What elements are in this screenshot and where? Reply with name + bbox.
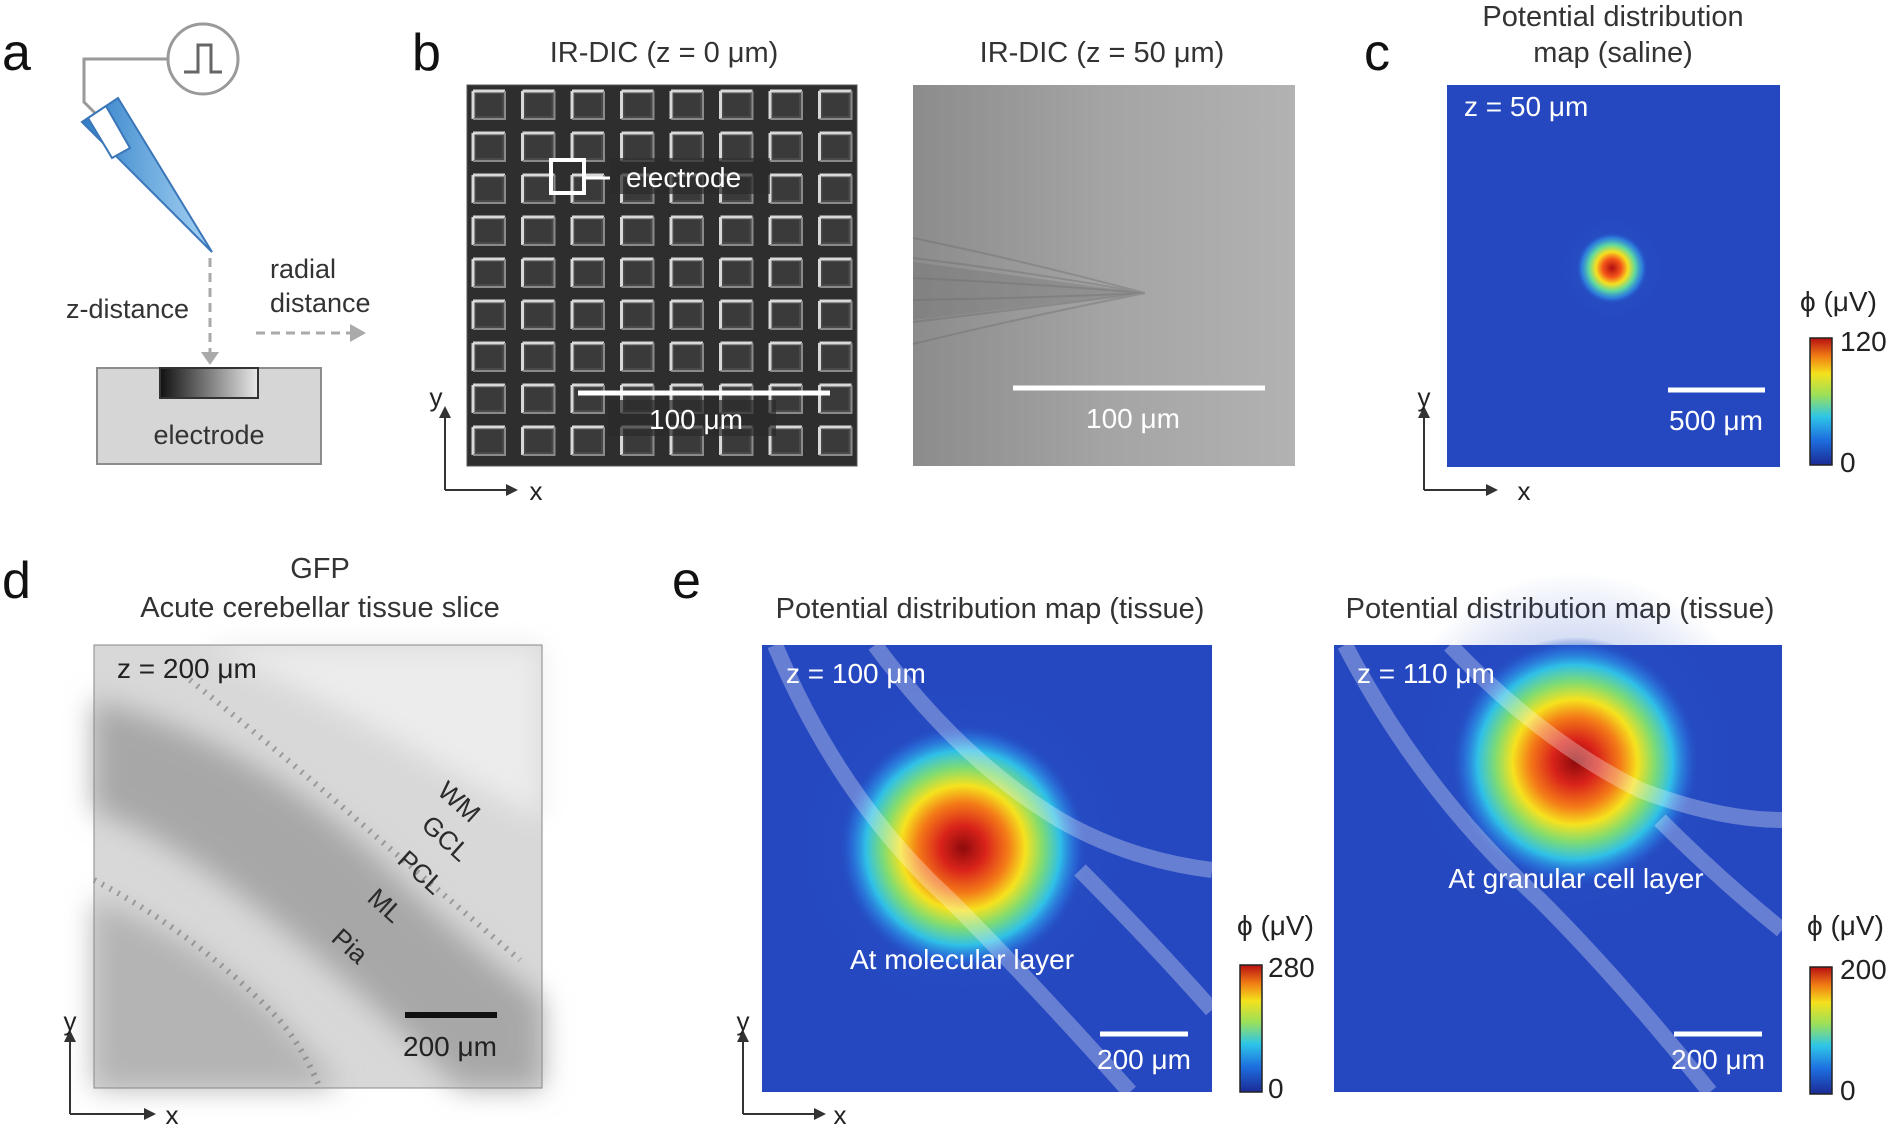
axes-c: y x <box>1418 382 1531 506</box>
panel-e-right-z-label: z = 110 μm <box>1357 658 1495 689</box>
panel-d-letter: d <box>2 552 31 610</box>
panel-e-left-title: Potential distribution map (tissue) <box>776 593 1205 625</box>
gfp-tissue-image <box>92 644 543 1090</box>
colorbar-e-right: ϕ (μV) 200 0 <box>1807 910 1887 1106</box>
panel-b-right-title: IR-DIC (z = 50 μm) <box>980 37 1225 69</box>
colorbar-e-left: ϕ (μV) 280 0 <box>1237 910 1315 1104</box>
axis-y-b: y <box>430 382 443 412</box>
z-distance-arrowhead <box>201 352 219 365</box>
tissue-potential-map-molecular <box>762 640 1218 1098</box>
panel-e-right-caption: At granular cell layer <box>1448 863 1703 894</box>
panel-b-left-title: IR-DIC (z = 0 μm) <box>550 37 779 69</box>
axis-y-d: y <box>64 1006 77 1036</box>
colorbar-e-right-max: 200 <box>1840 954 1887 985</box>
pipette-icon <box>80 96 213 253</box>
axis-x-e: x <box>834 1100 847 1130</box>
panel-b: b IR-DIC (z = 0 μm) IR-DIC (z = 50 μm) e… <box>412 24 1295 506</box>
stimulator-wire <box>82 57 168 116</box>
axis-y-e: y <box>737 1006 750 1036</box>
colorbar-c: ϕ (μV) 120 0 <box>1800 286 1887 478</box>
panel-c-title-line2: map (saline) <box>1533 37 1693 69</box>
ir-dic-z50-image <box>912 85 1295 466</box>
stimulator-icon <box>166 22 240 96</box>
panel-e: e Potential distribution map (tissue) z … <box>672 552 1887 1130</box>
radial-distance-arrowhead <box>350 324 366 342</box>
panel-d-title-line2: Acute cerebellar tissue slice <box>140 592 499 624</box>
colorbar-e-right-label: ϕ (μV) <box>1807 910 1884 941</box>
z-distance-label: z-distance <box>66 294 189 324</box>
panel-a-letter: a <box>2 24 31 82</box>
colorbar-e-right-min: 0 <box>1840 1075 1856 1106</box>
radial-label-line2: distance <box>270 288 371 318</box>
panel-e-left-caption: At molecular layer <box>850 944 1074 975</box>
colorbar-c-max: 120 <box>1840 326 1887 357</box>
axis-x-b: x <box>530 476 543 506</box>
scale-label-bg-b-left <box>608 400 776 436</box>
panel-d-z-label: z = 200 μm <box>117 653 257 684</box>
axis-x-c: x <box>1518 476 1531 506</box>
electrode-label-b: electrode <box>626 162 741 193</box>
scale-label-e-right: 200 μm <box>1671 1044 1765 1075</box>
scale-label-e-left: 200 μm <box>1097 1044 1191 1075</box>
panel-c-z-label: z = 50 μm <box>1464 91 1588 122</box>
scale-label-b-right: 100 μm <box>1086 403 1180 434</box>
panel-d-title-line1: GFP <box>290 553 350 585</box>
panel-d: d GFP Acute cerebellar tissue slice z = … <box>2 552 543 1130</box>
square-wave-icon <box>184 43 222 74</box>
panel-c-letter: c <box>1364 24 1390 82</box>
scale-label-b-left: 100 μm <box>649 404 743 435</box>
panel-b-letter: b <box>412 24 441 82</box>
electrode-pad <box>159 367 259 399</box>
colorbar-c-min: 0 <box>1840 447 1856 478</box>
axis-y-c: y <box>1418 382 1431 412</box>
saline-potential-map <box>1447 85 1780 467</box>
radial-label-line1: radial <box>270 254 336 284</box>
axes-b: y x <box>430 382 543 506</box>
electrode-label: electrode <box>153 420 264 450</box>
colorbar-e-left-label: ϕ (μV) <box>1237 910 1314 941</box>
electrode-label-bg <box>610 158 770 194</box>
colorbar-c-label: ϕ (μV) <box>1800 286 1877 317</box>
colorbar-e-left-min: 0 <box>1268 1073 1284 1104</box>
axis-x-d: x <box>166 1100 179 1130</box>
panel-e-left-z-label: z = 100 μm <box>786 658 926 689</box>
panel-e-letter: e <box>672 552 701 610</box>
scale-label-d: 200 μm <box>403 1031 497 1062</box>
panel-c: c Potential distribution map (saline) z … <box>1364 1 1887 506</box>
colorbar-e-left-max: 280 <box>1268 952 1315 983</box>
axes-d: y x <box>64 1006 179 1130</box>
panel-c-title-line1: Potential distribution <box>1482 1 1743 33</box>
tissue-potential-map-granular <box>1334 572 1788 1098</box>
panel-a: a z-distance radial distance electrode <box>2 22 371 465</box>
axes-e: y x <box>737 1006 847 1130</box>
scale-label-c: 500 μm <box>1669 405 1763 436</box>
